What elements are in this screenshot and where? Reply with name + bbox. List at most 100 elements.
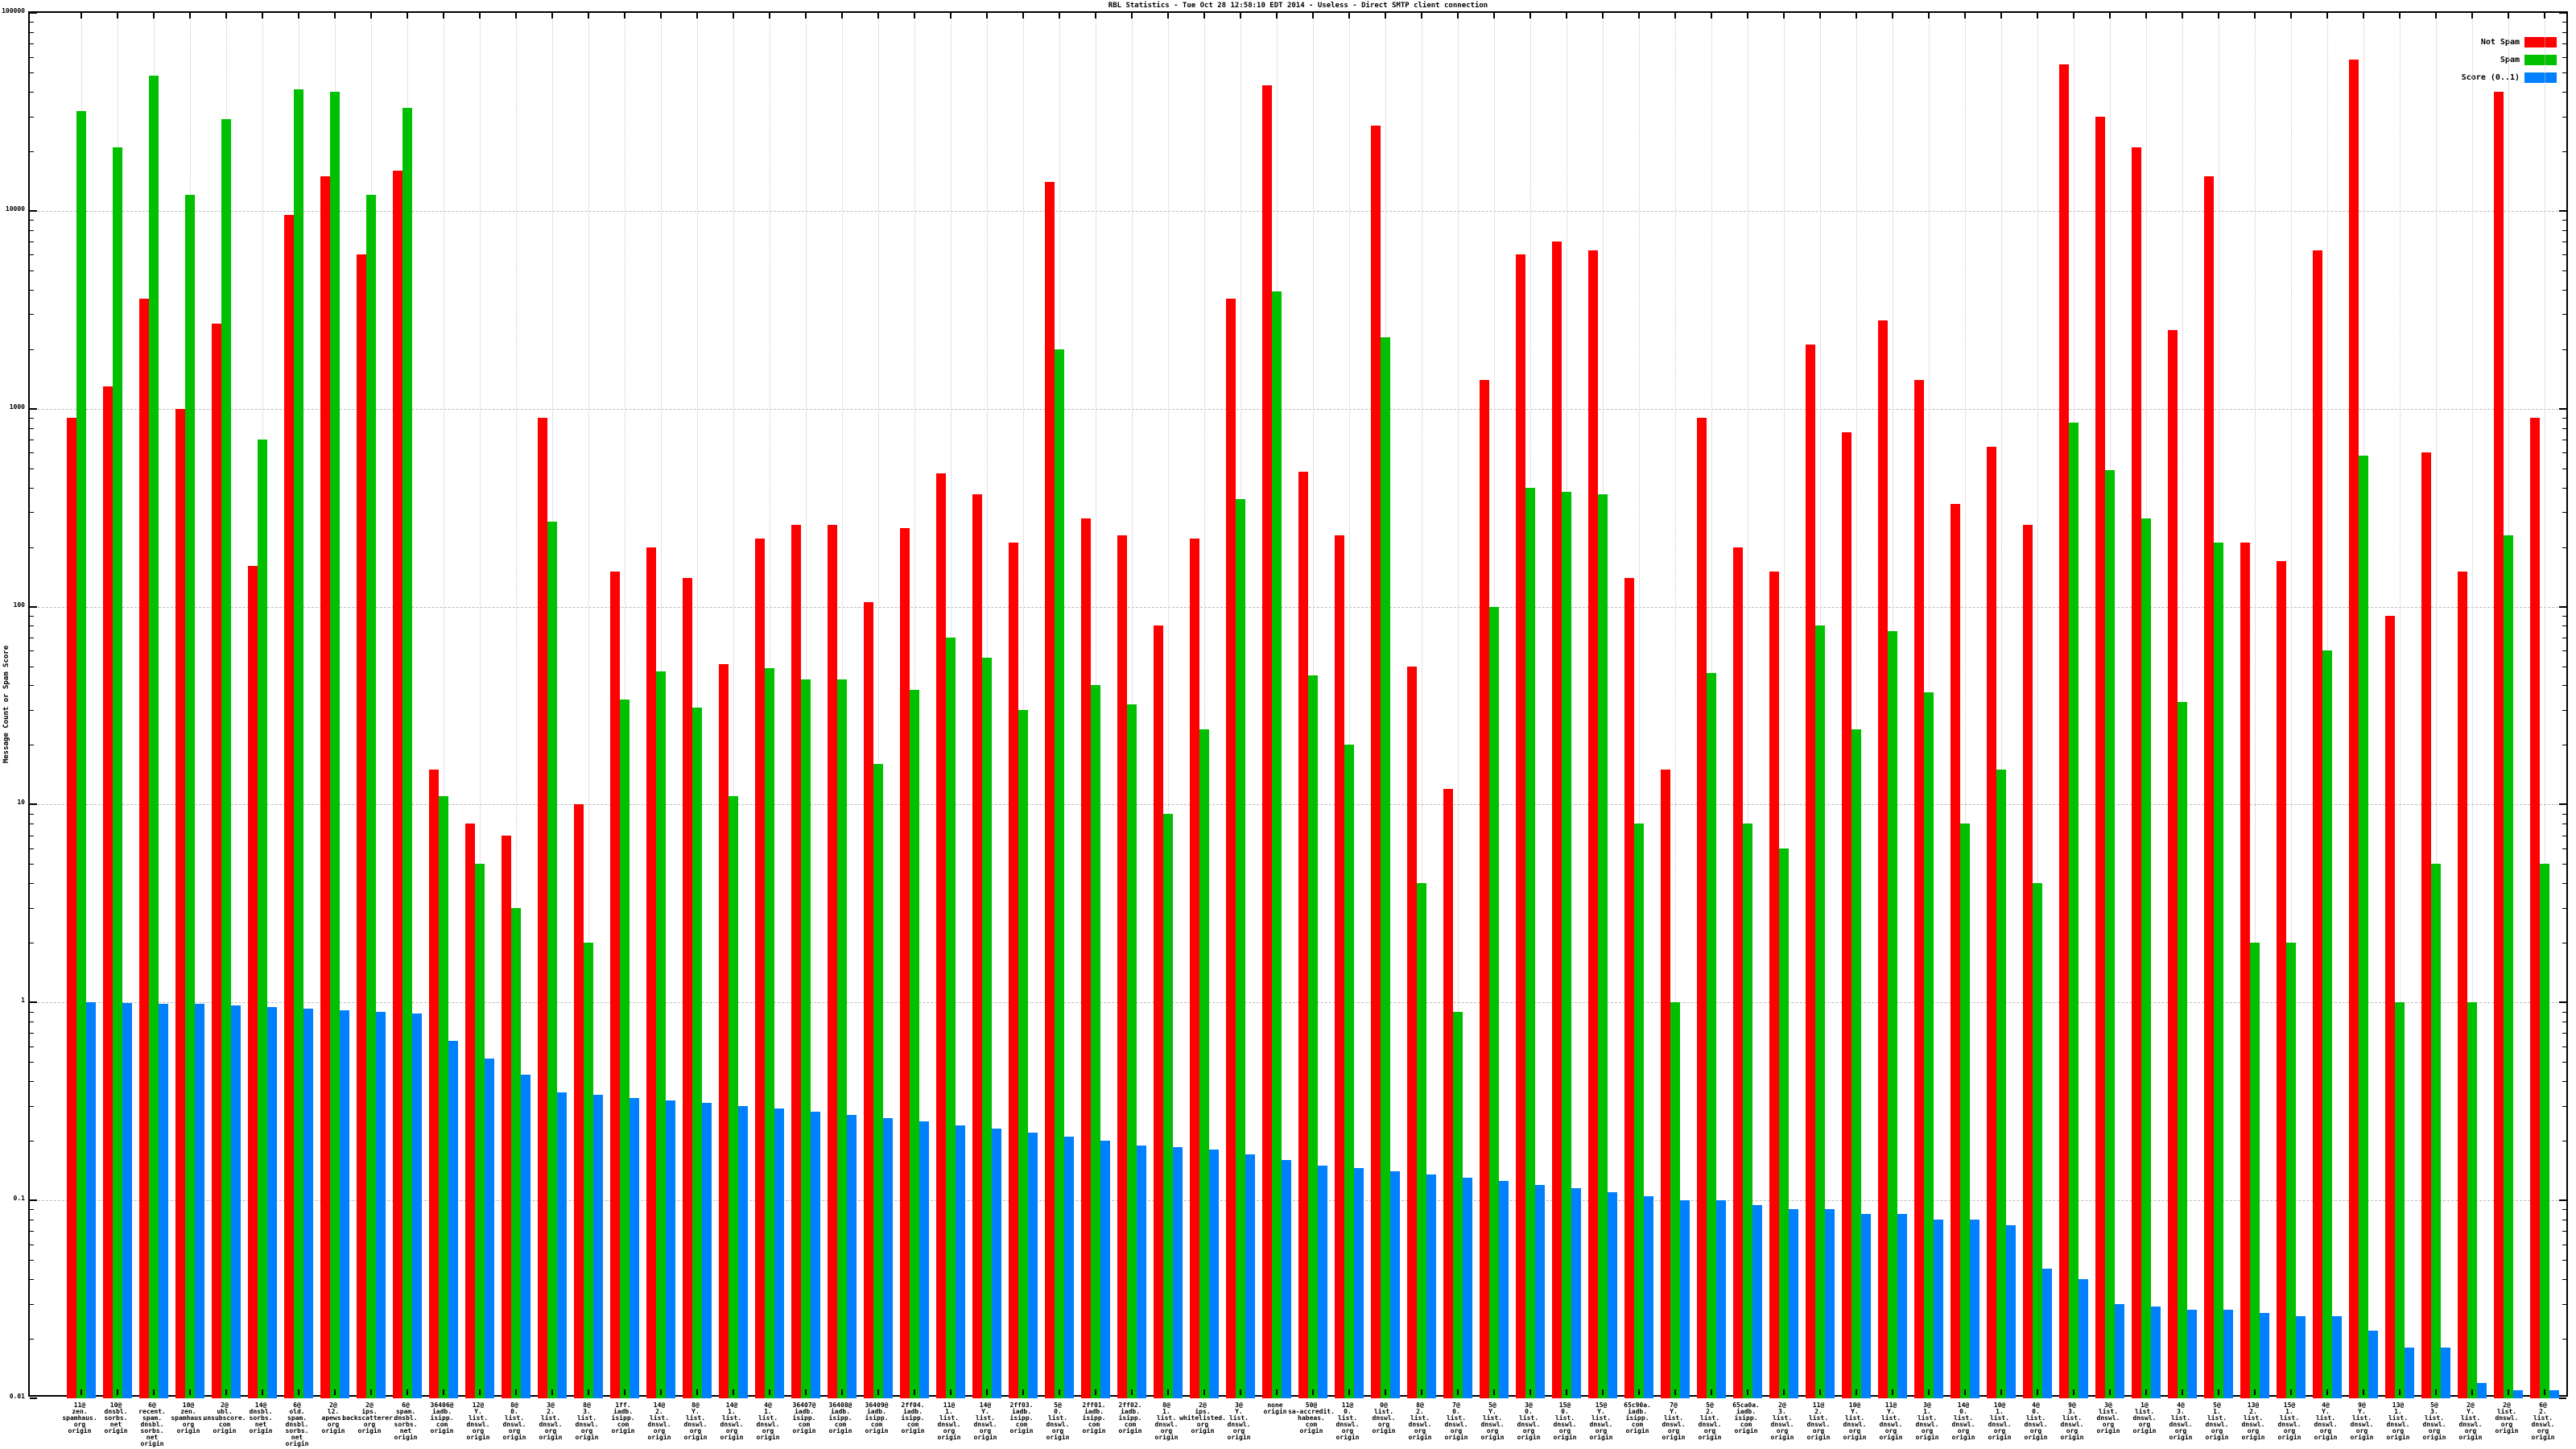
x-tick-label: 3@ 0. list. dnswl. org origin: [1517, 1402, 1541, 1441]
spam-bar: [1815, 625, 1825, 1398]
spam-bar: [547, 521, 557, 1398]
not-spam-bar: [683, 577, 692, 1398]
x-tick-top: [1530, 13, 1531, 19]
y-major-tick-left: [30, 1199, 37, 1202]
score-bar: [1644, 1195, 1653, 1398]
y-minor-tick-right: [2562, 254, 2566, 256]
x-tick-top: [1348, 13, 1350, 19]
spam-bar: [1779, 848, 1789, 1398]
x-tick-top: [1457, 13, 1459, 19]
x-tick-label: 10@ 1. list. dnswl. org origin: [1988, 1402, 2012, 1441]
y-minor-tick-left: [30, 43, 34, 45]
x-tick-top: [80, 13, 82, 19]
x-tick-label: 2@ ubl. unsubscore. com origin: [203, 1402, 246, 1435]
x-tick-bottom: [1095, 1389, 1096, 1395]
x-tick-label: 11@ 2. list. dnswl. org origin: [1806, 1402, 1831, 1441]
score-bar: [1608, 1191, 1617, 1398]
score-bar: [883, 1118, 893, 1398]
y-minor-tick-left: [30, 1303, 34, 1305]
not-spam-bar: [2277, 560, 2286, 1398]
spam-bar: [149, 76, 159, 1398]
x-tick-label: 4@ 0. list. dnswl. org origin: [2024, 1402, 2048, 1441]
spam-bar: [1743, 824, 1752, 1398]
spam-bar: [1163, 813, 1173, 1398]
x-gridline: [1639, 13, 1640, 1395]
y-minor-tick-left: [30, 625, 34, 627]
spam-bar: [1091, 685, 1100, 1398]
x-gridline: [2291, 13, 2292, 1395]
not-spam-bar: [2494, 91, 2504, 1398]
score-bar: [2296, 1315, 2306, 1398]
y-minor-tick-left: [30, 72, 34, 73]
not-spam-bar: [2132, 147, 2141, 1398]
not-spam-bar: [1226, 298, 1236, 1398]
legend-swatch: [2524, 37, 2557, 47]
x-tick-label: 8@ Y. list. dnswl. org origin: [683, 1402, 708, 1441]
score-bar: [267, 1006, 277, 1398]
not-spam-bar: [2458, 572, 2467, 1398]
not-spam-bar: [212, 323, 221, 1398]
y-tick-label: 10: [17, 799, 25, 807]
x-tick-top: [769, 13, 770, 19]
x-tick-top: [334, 13, 336, 19]
x-gridline: [2436, 13, 2437, 1395]
score-bar: [1209, 1150, 1219, 1398]
legend-item: Score (0..1): [2462, 72, 2557, 83]
x-tick-top: [1711, 13, 1712, 19]
spam-bar: [221, 119, 231, 1398]
x-tick-label: 5@ 1. list. dnswl. org origin: [2205, 1402, 2229, 1441]
x-tick-bottom: [2508, 1389, 2509, 1395]
x-tick-label: 11@ Y. list. dnswl. org origin: [1879, 1402, 1903, 1441]
x-tick-bottom: [262, 1389, 263, 1395]
y-minor-tick-right: [2562, 22, 2566, 23]
x-tick-label: 2ff04. iadb. isipp. com origin: [901, 1402, 925, 1435]
spam-bar: [1272, 291, 1282, 1398]
x-tick-top: [262, 13, 263, 19]
not-spam-bar: [1914, 379, 1924, 1398]
not-spam-bar: [175, 408, 185, 1398]
not-spam-bar: [1298, 472, 1308, 1398]
x-tick-bottom: [950, 1389, 952, 1395]
x-tick-bottom: [2109, 1389, 2111, 1395]
score-bar: [1752, 1204, 1762, 1398]
x-tick-label: 11@ 0. list. dnswl. org origin: [1335, 1402, 1360, 1441]
y-gridline: [30, 1002, 2566, 1004]
y-major-tick-left: [30, 1397, 37, 1399]
y-gridline: [30, 210, 2566, 212]
score-bar: [2187, 1310, 2197, 1398]
x-tick-bottom: [2471, 1389, 2473, 1395]
score-bar: [1137, 1145, 1146, 1398]
x-tick-bottom: [1566, 1389, 1567, 1395]
y-minor-tick-left: [30, 864, 34, 865]
x-tick-bottom: [1276, 1389, 1278, 1395]
x-tick-top: [841, 13, 843, 19]
y-minor-tick-right: [2562, 1033, 2566, 1034]
x-tick-top: [2109, 13, 2111, 19]
score-bar: [1716, 1200, 1726, 1398]
y-minor-tick-left: [30, 1260, 34, 1261]
y-major-tick-left: [30, 605, 37, 608]
x-tick-top: [1095, 13, 1096, 19]
y-minor-tick-left: [30, 1046, 34, 1047]
score-bar: [1390, 1171, 1400, 1398]
x-tick-bottom: [660, 1389, 662, 1395]
x-tick-top: [1312, 13, 1314, 19]
not-spam-bar: [972, 493, 982, 1398]
x-tick-top: [2508, 13, 2509, 19]
not-spam-bar: [1081, 518, 1091, 1398]
x-tick-bottom: [2073, 1389, 2074, 1395]
score-bar: [340, 1010, 349, 1398]
not-spam-bar: [1009, 543, 1018, 1398]
x-tick-top: [2254, 13, 2256, 19]
x-tick-bottom: [1674, 1389, 1676, 1395]
y-tick-label: 1: [21, 997, 25, 1005]
x-gridline: [1965, 13, 1966, 1395]
x-tick-label: 14@ 2. list. dnswl. org origin: [647, 1402, 671, 1441]
legend-label: Score (0..1): [2461, 73, 2520, 82]
score-bar: [2368, 1330, 2378, 1398]
not-spam-bar: [1624, 577, 1634, 1398]
spam-bar: [511, 907, 521, 1398]
x-tick-bottom: [189, 1389, 191, 1395]
spam-bar: [185, 195, 195, 1398]
